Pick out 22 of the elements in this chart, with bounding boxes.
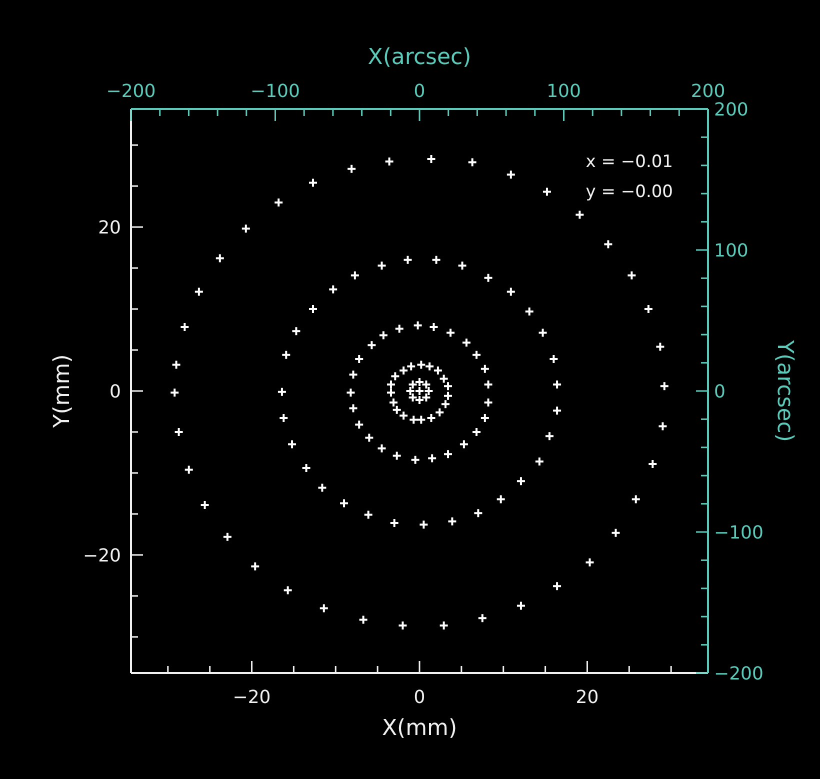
y2-tick-label: 200 (714, 99, 748, 120)
y-tick-label: 20 (98, 217, 121, 238)
x2-tick-label: 200 (690, 81, 726, 102)
x-tick-label: 20 (576, 687, 599, 708)
x2-tick-label: 100 (546, 81, 581, 102)
y-tick-label: 0 (110, 381, 121, 402)
y2-tick-label: 0 (714, 381, 726, 402)
y-axis-title: Y(mm) (50, 354, 75, 429)
y2-tick-label: 100 (714, 240, 748, 262)
y2-tick-label: −100 (714, 522, 764, 544)
x-axis-title: X(mm) (382, 716, 458, 741)
x2-tick-label: −100 (250, 81, 300, 102)
y2-axis-title: Y(arcsec) (772, 339, 797, 442)
y-tick-label: −20 (83, 545, 121, 566)
x2-axis-title: X(arcsec) (368, 45, 472, 70)
x-tick-label: −20 (232, 687, 271, 708)
x2-tick-label: 0 (414, 81, 426, 102)
x2-tick-label: −200 (106, 81, 156, 102)
x-tick-label: 0 (414, 687, 426, 708)
annotation: x = −0.01 (586, 152, 673, 172)
y2-tick-label: −200 (714, 663, 764, 684)
annotation: y = −0.00 (586, 182, 673, 202)
